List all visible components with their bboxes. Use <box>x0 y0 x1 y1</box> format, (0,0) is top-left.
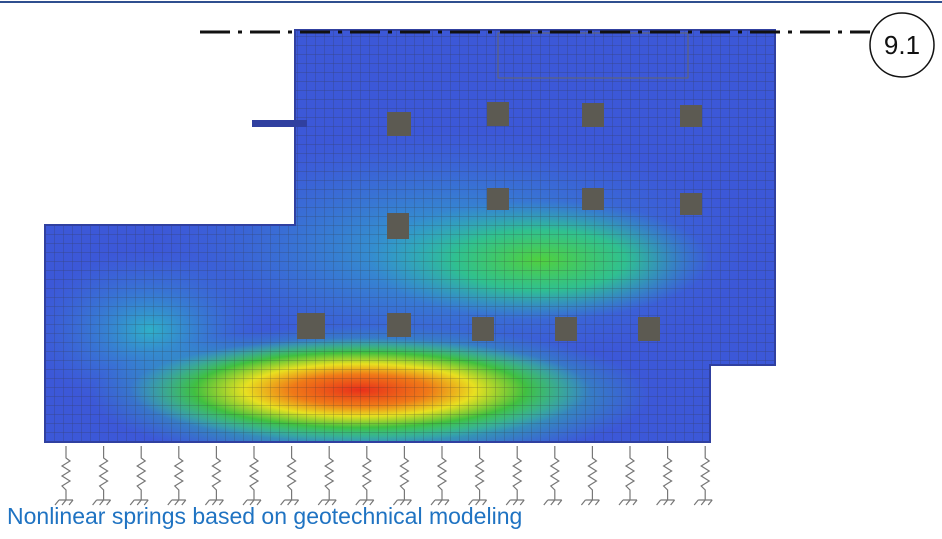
caption: Nonlinear springs based on geotechnical … <box>7 503 522 529</box>
spring <box>243 446 261 505</box>
spring <box>130 446 148 505</box>
spring <box>93 446 111 505</box>
spring <box>581 446 599 505</box>
spring <box>393 446 411 505</box>
page: 9.1 Nonlinear springs based on geotechni… <box>0 0 942 539</box>
spring <box>168 446 186 505</box>
spring <box>205 446 223 505</box>
spring <box>431 446 449 505</box>
spring <box>55 446 73 505</box>
spring <box>281 446 299 505</box>
spring <box>356 446 374 505</box>
springs <box>55 446 712 505</box>
spring <box>469 446 487 505</box>
wall-stub <box>252 120 307 127</box>
spring <box>318 446 336 505</box>
spring <box>657 446 675 505</box>
figure: 9.1 Nonlinear springs based on geotechni… <box>0 0 942 539</box>
spring <box>506 446 524 505</box>
spring <box>694 446 712 505</box>
spring <box>544 446 562 505</box>
grid-label: 9.1 <box>884 30 920 60</box>
spring <box>619 446 637 505</box>
contour-plot <box>30 25 780 465</box>
